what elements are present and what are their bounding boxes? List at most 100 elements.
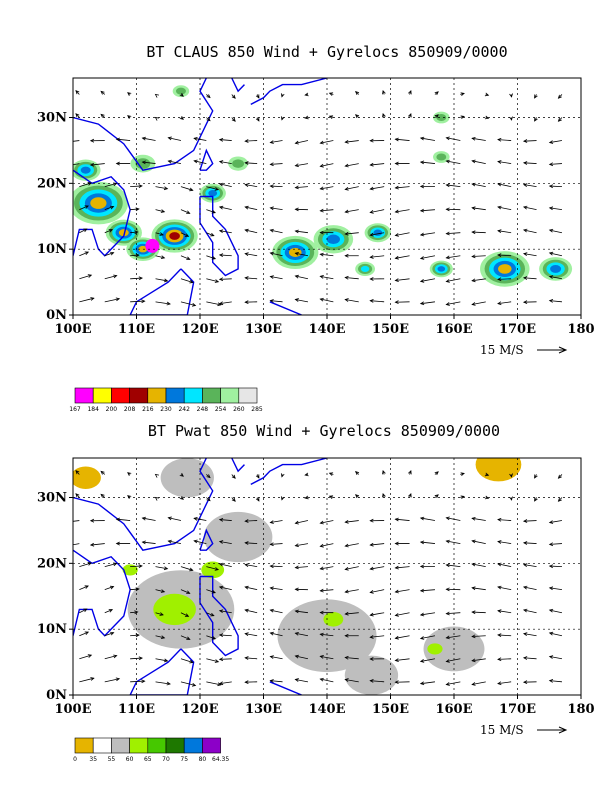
wind-arrow xyxy=(471,206,486,211)
panel2-reference-vector: 15 M/S xyxy=(480,723,568,737)
panel1-blob-3 xyxy=(151,219,198,253)
wind-arrow xyxy=(497,253,512,257)
panel1-blob-8 xyxy=(364,223,392,243)
wind-arrow xyxy=(218,301,232,306)
colorbar-label: 55 xyxy=(108,756,116,763)
wind-arrow xyxy=(206,255,217,260)
colorbar-swatch xyxy=(220,387,240,404)
wind-arrow xyxy=(155,301,171,306)
wind-arrow xyxy=(75,113,80,118)
wind-arrow xyxy=(522,608,537,614)
wind-arrow xyxy=(73,520,80,522)
wind-arrow xyxy=(206,278,220,283)
wind-arrow xyxy=(369,186,385,191)
colorbar-label: 200 xyxy=(106,406,118,413)
wind-arrow xyxy=(218,160,232,164)
wind-arrow xyxy=(509,473,513,478)
wind-arrow xyxy=(154,496,160,501)
wind-arrow xyxy=(369,612,385,617)
wind-arrow xyxy=(155,186,169,191)
wind-arrow xyxy=(419,681,436,686)
wind-arrow xyxy=(218,253,232,258)
wind-arrow xyxy=(130,633,140,638)
wind-arrow xyxy=(471,182,486,188)
coastline-segment xyxy=(73,169,131,257)
wind-arrow xyxy=(155,566,169,571)
wind-arrow xyxy=(354,494,360,499)
wind-arrow xyxy=(548,655,563,660)
wind-arrow xyxy=(460,472,465,477)
wind-arrow xyxy=(73,163,80,166)
colorbar-label: 254 xyxy=(215,406,227,413)
wind-arrow xyxy=(471,681,486,686)
wind-arrow xyxy=(180,566,194,572)
colorbar-label: 0 xyxy=(73,756,77,763)
colorbar-label: 230 xyxy=(160,406,172,413)
wind-arrow xyxy=(497,137,512,142)
wind-arrow xyxy=(73,543,80,546)
x-tick-label: 100E xyxy=(54,322,91,337)
wind-arrow xyxy=(218,681,232,686)
wind-arrow xyxy=(231,94,236,99)
wind-arrow xyxy=(394,517,410,522)
coastline-segment xyxy=(199,575,239,657)
wind-arrow xyxy=(244,585,258,591)
wind-arrow xyxy=(394,541,410,546)
y-tick-label: 10N xyxy=(37,622,67,637)
colorbar-label: 60 xyxy=(126,756,134,763)
wind-arrow xyxy=(344,139,359,144)
wind-arrow xyxy=(419,635,436,640)
coastline-segment xyxy=(129,268,195,315)
wind-arrow xyxy=(344,655,359,660)
wind-arrow xyxy=(471,539,486,544)
x-tick-label: 170E xyxy=(499,702,536,717)
wind-arrow xyxy=(79,654,93,660)
panel2-axis-ticks: 100E 110E 120E 130E 140E 150E 160E 170E 180 0N 10N… xyxy=(37,491,595,718)
wind-arrow xyxy=(269,228,283,234)
wind-arrow xyxy=(369,589,385,594)
wind-arrow xyxy=(369,657,385,661)
wind-arrow xyxy=(294,163,309,168)
wind-arrow xyxy=(280,116,285,121)
wind-arrow xyxy=(79,608,88,614)
wind-arrow xyxy=(328,115,334,119)
wind-arrow xyxy=(460,115,465,120)
wind-arrow xyxy=(434,91,439,96)
wind-arrow xyxy=(319,543,334,548)
wind-arrow xyxy=(130,587,140,592)
wind-arrow xyxy=(218,517,232,522)
wind-arrow xyxy=(255,497,260,502)
wind-arrow xyxy=(522,139,537,143)
wind-arrow xyxy=(382,492,386,498)
panel2-blob-9 xyxy=(201,561,225,579)
wind-arrow xyxy=(231,117,236,122)
wind-arrow xyxy=(522,680,537,684)
wind-arrow xyxy=(445,278,461,283)
wind-arrow xyxy=(484,92,490,97)
wind-arrow xyxy=(115,541,131,546)
wind-arrow xyxy=(244,632,258,637)
wind-arrow xyxy=(206,474,211,479)
wind-arrow xyxy=(434,494,439,499)
wind-arrow xyxy=(394,589,410,594)
wind-arrow xyxy=(394,255,410,260)
wind-arrow xyxy=(269,631,283,637)
wind-arrow xyxy=(154,473,160,478)
wind-arrow xyxy=(130,299,146,304)
wind-arrow xyxy=(369,566,385,571)
wind-arrow xyxy=(244,276,258,280)
colorbar-label: 248 xyxy=(197,406,209,413)
wind-arrow xyxy=(497,657,512,662)
wind-arrow xyxy=(180,186,194,192)
wind-arrow xyxy=(141,160,156,165)
coastline-segment xyxy=(199,528,214,551)
wind-arrow xyxy=(434,471,439,476)
wind-arrow xyxy=(179,115,184,120)
wind-arrow xyxy=(419,564,435,569)
wind-arrow xyxy=(79,585,89,591)
wind-arrow xyxy=(471,278,486,283)
panel2-blob-0 xyxy=(73,466,101,489)
panel2-title: BT Pwat 850 Wind + Gyrelocs 850909/0000 xyxy=(148,422,500,440)
wind-arrow xyxy=(155,589,166,593)
wind-arrow xyxy=(89,518,105,523)
